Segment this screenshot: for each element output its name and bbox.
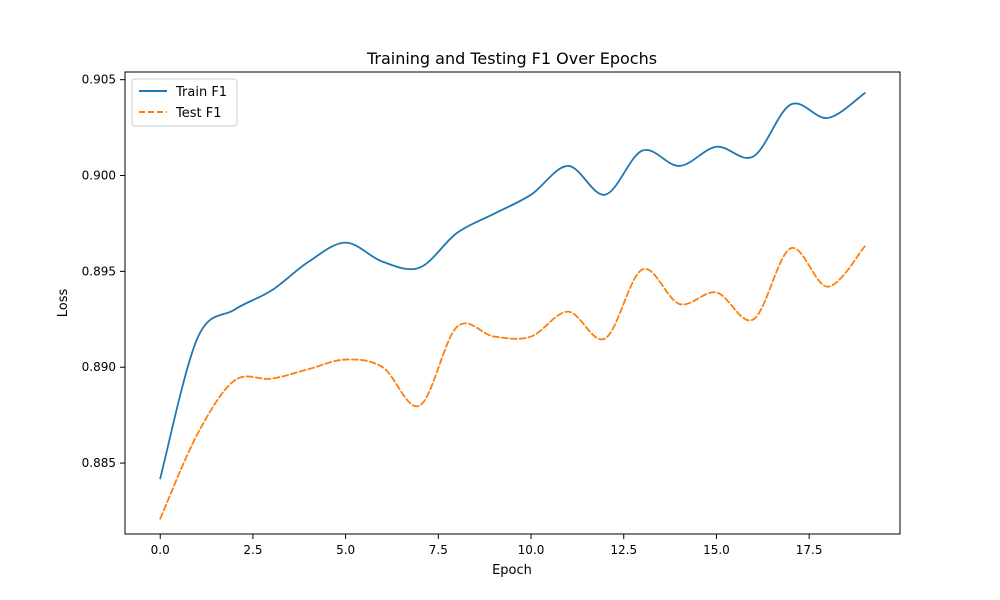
x-tick-label: 2.5 <box>243 543 262 557</box>
x-tick-label: 10.0 <box>518 543 545 557</box>
legend-label-test-f1: Test F1 <box>175 106 221 121</box>
x-tick-label: 17.5 <box>796 543 823 557</box>
y-axis-title: Loss <box>56 289 71 318</box>
x-tick-label: 12.5 <box>610 543 637 557</box>
plot-lines <box>159 92 866 520</box>
plot-frame <box>124 71 901 535</box>
legend: Train F1 Test F1 <box>131 78 238 127</box>
legend-label-train-f1: Train F1 <box>175 85 227 100</box>
series-line-train-f1 <box>159 92 866 480</box>
y-tick-label: 0.905 <box>82 73 116 87</box>
series-line-test-f1 <box>159 245 866 520</box>
y-tick-label: 0.900 <box>82 169 116 183</box>
x-tick-label: 7.5 <box>429 543 448 557</box>
x-axis: 0.0 2.5 5.0 7.5 10.0 12.5 15.0 17.5 <box>151 534 823 557</box>
y-axis: 0.885 0.890 0.895 0.900 0.905 <box>82 73 125 470</box>
y-tick-label: 0.885 <box>82 456 116 470</box>
x-axis-title: Epoch <box>492 563 532 578</box>
x-tick-label: 5.0 <box>336 543 355 557</box>
x-tick-label: 15.0 <box>703 543 730 557</box>
y-tick-label: 0.890 <box>82 360 116 374</box>
chart-title: Training and Testing F1 Over Epochs <box>366 49 657 68</box>
x-tick-label: 0.0 <box>151 543 170 557</box>
y-tick-label: 0.895 <box>82 264 116 278</box>
